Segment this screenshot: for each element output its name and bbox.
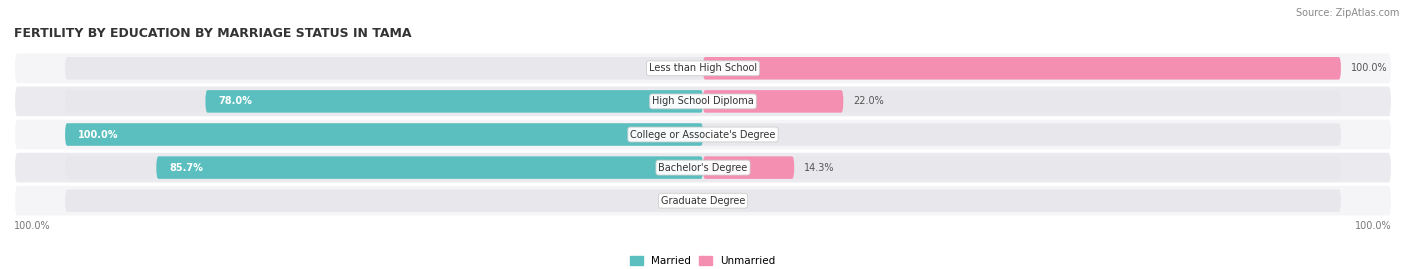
FancyBboxPatch shape xyxy=(14,86,1392,117)
Text: Less than High School: Less than High School xyxy=(650,63,756,73)
Text: 100.0%: 100.0% xyxy=(14,221,51,231)
FancyBboxPatch shape xyxy=(14,185,1392,217)
Legend: Married, Unmarried: Married, Unmarried xyxy=(626,252,780,269)
Text: 85.7%: 85.7% xyxy=(169,162,202,173)
Text: College or Associate's Degree: College or Associate's Degree xyxy=(630,129,776,140)
FancyBboxPatch shape xyxy=(65,57,1341,80)
FancyBboxPatch shape xyxy=(703,156,794,179)
FancyBboxPatch shape xyxy=(14,52,1392,84)
Text: FERTILITY BY EDUCATION BY MARRIAGE STATUS IN TAMA: FERTILITY BY EDUCATION BY MARRIAGE STATU… xyxy=(14,27,412,40)
Text: High School Diploma: High School Diploma xyxy=(652,96,754,107)
Text: 0.0%: 0.0% xyxy=(669,196,693,206)
Text: 0.0%: 0.0% xyxy=(713,196,737,206)
Text: 100.0%: 100.0% xyxy=(1351,63,1388,73)
FancyBboxPatch shape xyxy=(65,156,1341,179)
Text: 78.0%: 78.0% xyxy=(218,96,252,107)
Text: 0.0%: 0.0% xyxy=(669,63,693,73)
FancyBboxPatch shape xyxy=(65,90,1341,113)
FancyBboxPatch shape xyxy=(703,90,844,113)
FancyBboxPatch shape xyxy=(14,119,1392,150)
Text: Bachelor's Degree: Bachelor's Degree xyxy=(658,162,748,173)
FancyBboxPatch shape xyxy=(65,189,1341,212)
Text: Graduate Degree: Graduate Degree xyxy=(661,196,745,206)
Text: 22.0%: 22.0% xyxy=(853,96,883,107)
FancyBboxPatch shape xyxy=(703,57,1341,80)
FancyBboxPatch shape xyxy=(205,90,703,113)
FancyBboxPatch shape xyxy=(156,156,703,179)
Text: 100.0%: 100.0% xyxy=(77,129,118,140)
Text: 0.0%: 0.0% xyxy=(713,129,737,140)
Text: 14.3%: 14.3% xyxy=(804,162,834,173)
FancyBboxPatch shape xyxy=(65,123,1341,146)
FancyBboxPatch shape xyxy=(14,152,1392,183)
Text: Source: ZipAtlas.com: Source: ZipAtlas.com xyxy=(1295,8,1399,18)
FancyBboxPatch shape xyxy=(65,123,703,146)
Text: 100.0%: 100.0% xyxy=(1355,221,1392,231)
